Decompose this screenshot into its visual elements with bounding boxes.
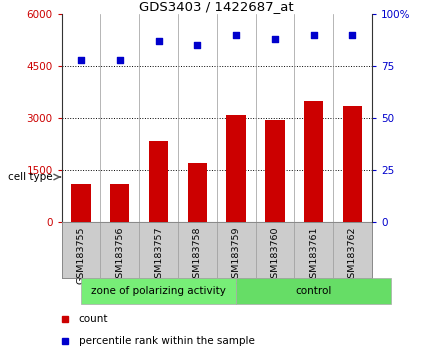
Text: GSM183759: GSM183759 bbox=[232, 227, 241, 284]
Bar bbox=[343, 106, 362, 222]
Text: cell type: cell type bbox=[8, 172, 53, 182]
Bar bbox=[265, 120, 285, 222]
Point bbox=[310, 32, 317, 38]
Point bbox=[272, 36, 278, 42]
Point bbox=[233, 32, 240, 38]
Bar bbox=[227, 115, 246, 222]
Bar bbox=[110, 184, 130, 222]
Point bbox=[155, 38, 162, 44]
Text: GSM183762: GSM183762 bbox=[348, 227, 357, 284]
Text: GSM183758: GSM183758 bbox=[193, 227, 202, 284]
Text: control: control bbox=[295, 286, 332, 296]
Point bbox=[349, 32, 356, 38]
Bar bbox=[188, 163, 207, 222]
Text: percentile rank within the sample: percentile rank within the sample bbox=[79, 336, 255, 346]
Text: GSM183760: GSM183760 bbox=[270, 227, 279, 284]
Text: GSM183756: GSM183756 bbox=[115, 227, 124, 284]
Bar bbox=[304, 101, 323, 222]
Text: GSM183755: GSM183755 bbox=[76, 227, 85, 284]
Text: count: count bbox=[79, 314, 108, 324]
Text: GSM183761: GSM183761 bbox=[309, 227, 318, 284]
Text: GSM183757: GSM183757 bbox=[154, 227, 163, 284]
Title: GDS3403 / 1422687_at: GDS3403 / 1422687_at bbox=[139, 0, 294, 13]
Text: zone of polarizing activity: zone of polarizing activity bbox=[91, 286, 226, 296]
FancyBboxPatch shape bbox=[236, 278, 391, 304]
Point bbox=[194, 42, 201, 48]
Bar bbox=[149, 141, 168, 222]
Bar bbox=[71, 184, 91, 222]
FancyBboxPatch shape bbox=[81, 278, 236, 304]
Point bbox=[78, 57, 85, 63]
Point bbox=[116, 57, 123, 63]
